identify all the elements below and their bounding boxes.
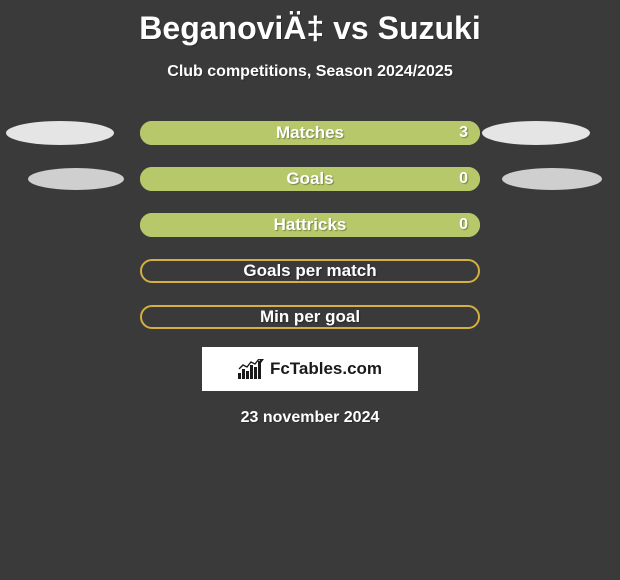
subtitle: Club competitions, Season 2024/2025 (167, 63, 452, 81)
stat-value: 0 (459, 216, 468, 234)
stat-bar: Goals per match (140, 259, 480, 283)
stat-label: Min per goal (260, 307, 360, 327)
stat-value: 3 (459, 124, 468, 142)
ellipse-left (6, 121, 114, 145)
stat-bar: Hattricks 0 (140, 213, 480, 237)
stat-row: Goals per match (0, 259, 620, 283)
stat-row: Goals 0 (0, 167, 620, 191)
stat-label: Hattricks (274, 215, 347, 235)
stat-label: Matches (276, 123, 344, 143)
stat-row: Min per goal (0, 305, 620, 329)
date-label: 23 november 2024 (241, 409, 380, 427)
stat-label: Goals per match (243, 261, 376, 281)
stat-value: 0 (459, 170, 468, 188)
stat-label: Goals (286, 169, 333, 189)
stat-row: Matches 3 (0, 121, 620, 145)
fctables-icon (238, 359, 264, 379)
stat-row: Hattricks 0 (0, 213, 620, 237)
ellipse-right (482, 121, 590, 145)
stat-bar: Matches 3 (140, 121, 480, 145)
ellipse-right (502, 168, 602, 190)
page-title: BeganoviÄ‡ vs Suzuki (139, 10, 480, 47)
stat-rows: Matches 3 Goals 0 Hattricks 0 Goals per match M… (0, 121, 620, 329)
logo-box: FcTables.com (202, 347, 418, 391)
ellipse-left (28, 168, 124, 190)
stat-bar: Goals 0 (140, 167, 480, 191)
comparison-infographic: BeganoviÄ‡ vs Suzuki Club competitions, … (0, 0, 620, 427)
stat-bar: Min per goal (140, 305, 480, 329)
logo-text: FcTables.com (270, 359, 382, 379)
